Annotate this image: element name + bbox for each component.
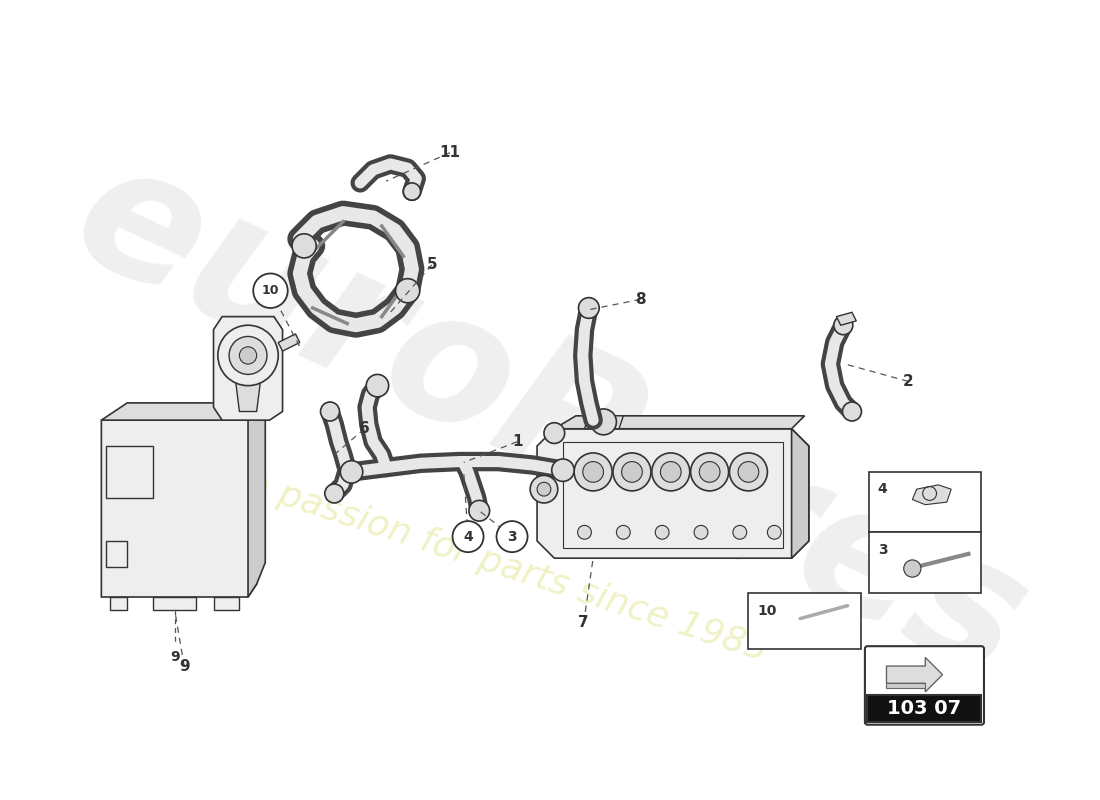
Polygon shape bbox=[584, 416, 624, 429]
Text: 5: 5 bbox=[427, 258, 437, 272]
Circle shape bbox=[616, 526, 630, 539]
Circle shape bbox=[240, 347, 256, 364]
Circle shape bbox=[366, 374, 388, 397]
Polygon shape bbox=[248, 403, 265, 597]
Circle shape bbox=[613, 453, 651, 491]
Circle shape bbox=[583, 462, 604, 482]
Circle shape bbox=[229, 337, 267, 374]
Text: 3: 3 bbox=[878, 542, 888, 557]
Polygon shape bbox=[213, 317, 283, 420]
Text: 10: 10 bbox=[262, 284, 279, 298]
Text: 2: 2 bbox=[903, 374, 913, 389]
Circle shape bbox=[694, 526, 708, 539]
Circle shape bbox=[496, 521, 528, 552]
Circle shape bbox=[700, 462, 720, 482]
Circle shape bbox=[834, 316, 852, 334]
Text: a passion for parts since 1985: a passion for parts since 1985 bbox=[242, 466, 772, 667]
Polygon shape bbox=[101, 420, 256, 597]
Circle shape bbox=[621, 462, 642, 482]
Polygon shape bbox=[912, 485, 952, 505]
Text: 3: 3 bbox=[507, 530, 517, 544]
Polygon shape bbox=[792, 429, 808, 558]
Circle shape bbox=[292, 234, 316, 258]
Circle shape bbox=[452, 521, 484, 552]
Polygon shape bbox=[537, 429, 808, 558]
Circle shape bbox=[578, 526, 592, 539]
Circle shape bbox=[552, 459, 574, 482]
Text: 4: 4 bbox=[878, 482, 888, 496]
Polygon shape bbox=[554, 416, 804, 429]
Circle shape bbox=[579, 298, 600, 318]
Circle shape bbox=[537, 482, 551, 496]
Bar bbox=[869, 532, 981, 593]
Polygon shape bbox=[836, 312, 856, 326]
Circle shape bbox=[843, 402, 861, 421]
Polygon shape bbox=[235, 377, 261, 411]
Polygon shape bbox=[278, 334, 300, 351]
Circle shape bbox=[320, 402, 340, 421]
Text: 4: 4 bbox=[463, 530, 473, 544]
Circle shape bbox=[340, 461, 363, 483]
Circle shape bbox=[530, 475, 558, 503]
Polygon shape bbox=[110, 597, 128, 610]
Circle shape bbox=[652, 453, 690, 491]
Text: 8: 8 bbox=[636, 292, 646, 307]
Circle shape bbox=[396, 278, 420, 303]
Circle shape bbox=[656, 526, 669, 539]
Text: 11: 11 bbox=[439, 145, 461, 160]
Circle shape bbox=[404, 183, 420, 200]
Circle shape bbox=[253, 274, 288, 308]
Polygon shape bbox=[101, 403, 265, 420]
Circle shape bbox=[218, 326, 278, 386]
Circle shape bbox=[738, 462, 759, 482]
Bar bbox=[748, 593, 860, 649]
Text: 9: 9 bbox=[169, 650, 179, 665]
Text: 1: 1 bbox=[512, 434, 522, 450]
Circle shape bbox=[691, 453, 728, 491]
Circle shape bbox=[544, 422, 564, 443]
Polygon shape bbox=[887, 683, 925, 688]
Bar bbox=[868, 694, 981, 722]
Circle shape bbox=[324, 484, 344, 503]
Text: 7: 7 bbox=[579, 615, 588, 630]
Circle shape bbox=[904, 560, 921, 577]
Circle shape bbox=[729, 453, 768, 491]
Text: 9: 9 bbox=[179, 658, 189, 674]
Polygon shape bbox=[213, 597, 240, 610]
Circle shape bbox=[733, 526, 747, 539]
FancyBboxPatch shape bbox=[865, 646, 984, 725]
Text: 6: 6 bbox=[359, 422, 370, 436]
Polygon shape bbox=[887, 658, 943, 692]
Text: 103 07: 103 07 bbox=[888, 699, 961, 718]
Circle shape bbox=[574, 453, 612, 491]
Polygon shape bbox=[153, 597, 196, 610]
Text: 10: 10 bbox=[757, 604, 777, 618]
Circle shape bbox=[660, 462, 681, 482]
Circle shape bbox=[591, 409, 616, 435]
Circle shape bbox=[768, 526, 781, 539]
Text: euroPares: euroPares bbox=[48, 124, 1052, 717]
Circle shape bbox=[469, 500, 490, 521]
Bar bbox=[869, 472, 981, 532]
